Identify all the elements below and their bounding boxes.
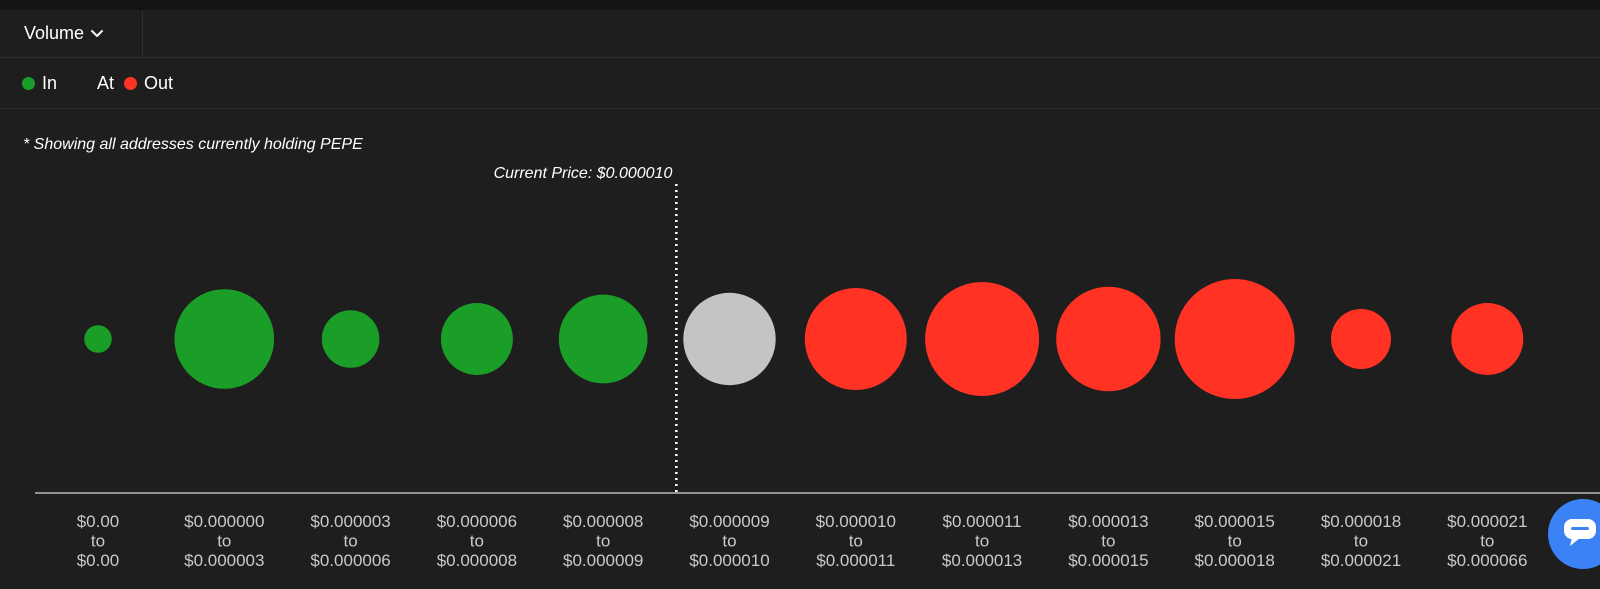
chat-bubble-icon <box>1564 519 1596 546</box>
bubble-chart: $0.00 to $0.00 $0.000000 to $0.000003 $0.00000… <box>35 165 1600 570</box>
x-tick-label-3: $0.000003 to $0.000006 <box>310 512 390 570</box>
x-tick-label-6: $0.000009 to $0.000010 <box>689 512 769 570</box>
chart-legend: In At Out <box>0 58 1600 109</box>
bubble-10[interactable] <box>1174 279 1295 399</box>
legend-item-at[interactable]: At <box>97 73 114 94</box>
legend-item-out[interactable]: Out <box>124 73 173 94</box>
top-bar <box>0 0 1600 10</box>
bubble-6[interactable] <box>683 292 776 386</box>
x-tick-label-12: $0.000021 to $0.000066 <box>1447 512 1527 570</box>
legend-out-label: Out <box>144 72 174 93</box>
x-tick-label-2: $0.000000 to $0.000003 <box>184 512 264 570</box>
bubble-2[interactable] <box>174 289 275 389</box>
legend-in-label: In <box>42 72 58 93</box>
metric-dropdown-label: Volume <box>24 23 85 43</box>
x-tick-label-7: $0.000010 to $0.000011 <box>816 512 896 570</box>
legend-in-dot <box>22 76 35 90</box>
chevron-down-icon <box>90 29 104 39</box>
chart-toolbar: Volume <box>0 10 1600 58</box>
x-tick-label-11: $0.000018 to $0.000021 <box>1321 512 1401 570</box>
bubble-8[interactable] <box>925 282 1040 396</box>
bubble-4[interactable] <box>440 303 513 375</box>
chat-support-button[interactable] <box>1548 499 1600 569</box>
bubble-11[interactable] <box>1331 309 1391 369</box>
x-tick-label-8: $0.000011 to $0.000013 <box>942 512 1022 570</box>
bubble-12[interactable] <box>1451 303 1524 375</box>
legend-at-label: At <box>97 72 115 93</box>
bubble-1[interactable] <box>84 325 112 353</box>
metric-dropdown[interactable]: Volume <box>0 10 143 57</box>
x-tick-label-4: $0.000006 to $0.000008 <box>437 512 517 570</box>
bubble-7[interactable] <box>804 288 907 390</box>
bubble-9[interactable] <box>1056 286 1161 392</box>
x-tick-label-1: $0.00 to $0.00 <box>77 512 120 570</box>
x-tick-label-9: $0.000013 to $0.000015 <box>1068 512 1148 570</box>
current-price-label: Current Price: $0.000010 <box>494 165 673 182</box>
x-tick-label-10: $0.000015 to $0.000018 <box>1195 512 1275 570</box>
bubble-5[interactable] <box>558 294 648 384</box>
bubble-3[interactable] <box>321 310 380 368</box>
legend-item-in[interactable]: In <box>22 73 57 94</box>
legend-out-dot <box>124 76 138 90</box>
holders-note: * Showing all addresses currently holdin… <box>23 136 363 153</box>
x-tick-label-5: $0.000008 to $0.000009 <box>563 512 643 570</box>
